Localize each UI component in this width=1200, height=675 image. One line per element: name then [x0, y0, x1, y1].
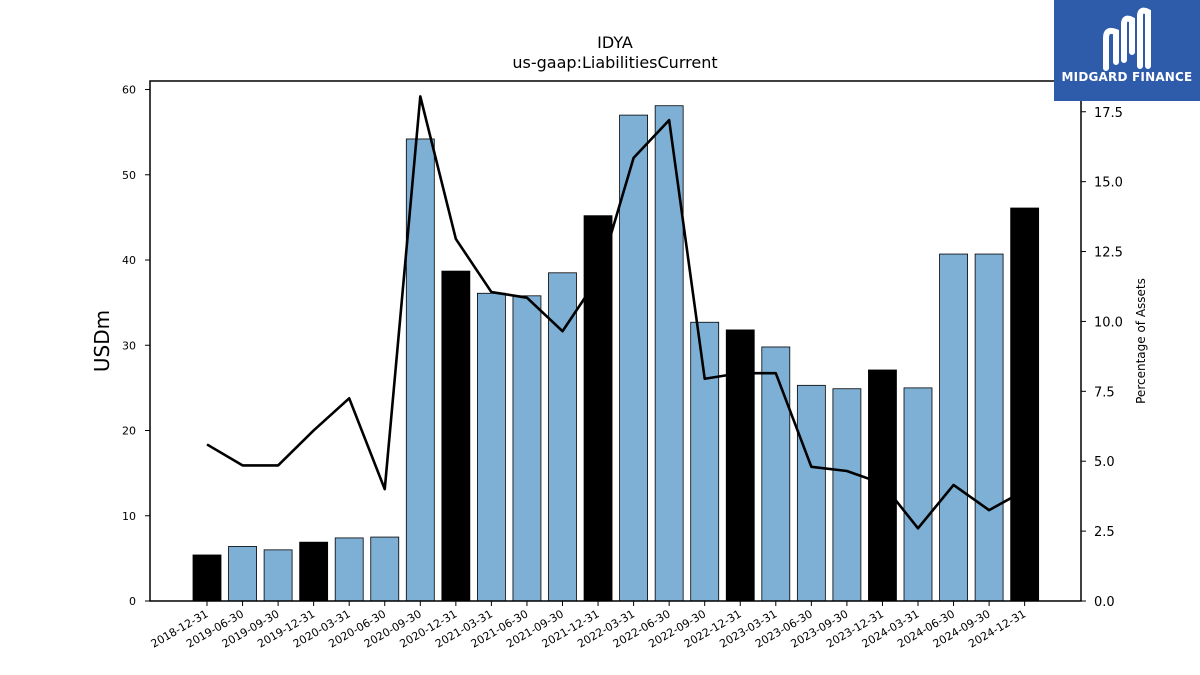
- y-tick-label: 0: [129, 595, 136, 608]
- y2-tick-label: 12.5: [1094, 246, 1123, 261]
- bar-2022-12-31: [725, 329, 755, 602]
- bar-2024-12-31: [1010, 207, 1040, 602]
- bar-2019-06-30: [228, 546, 257, 602]
- y2-tick-label: 0.0: [1094, 595, 1115, 610]
- bar-2024-03-31: [903, 387, 933, 602]
- midgard-logo-icon: [1103, 7, 1151, 71]
- plot-frame: [149, 80, 1082, 602]
- y-tick-label: 40: [122, 254, 136, 267]
- bar-2022-06-30: [654, 105, 684, 602]
- bar-2021-12-31: [583, 215, 613, 602]
- bar-2020-03-31: [334, 537, 364, 602]
- bar-2022-03-31: [619, 114, 648, 602]
- y2-axis-label: Percentage of Assets: [1134, 278, 1148, 404]
- y-tick-label: 20: [122, 425, 136, 438]
- bar-2023-03-31: [761, 346, 791, 602]
- y-axis-left: 0 10 20 30 40 50 60: [122, 84, 150, 608]
- bar-2024-06-30: [939, 253, 968, 602]
- y-tick-label: 50: [122, 169, 136, 182]
- y2-tick-label: 7.5: [1094, 385, 1115, 400]
- chart-title: IDYA: [597, 33, 633, 52]
- brand-logo: MIDGARD FINANCE: [1054, 0, 1200, 101]
- y2-tick-label: 2.5: [1094, 525, 1115, 540]
- bar-2021-09-30: [548, 272, 577, 602]
- chart-subtitle: us-gaap:LiabilitiesCurrent: [512, 53, 717, 72]
- y-tick-label: 30: [122, 339, 136, 352]
- bar-2023-06-30: [796, 384, 826, 602]
- y-tick-label: 10: [122, 510, 136, 523]
- y2-tick-label: 15.0: [1094, 176, 1123, 191]
- bar-2021-06-30: [512, 295, 542, 602]
- bar-2020-09-30: [405, 138, 435, 602]
- y-tick-label: 60: [122, 84, 136, 97]
- y2-tick-label: 10.0: [1094, 315, 1123, 330]
- logo-text: MIDGARD FINANCE: [1061, 70, 1193, 84]
- x-axis: 2018-12-312019-06-302019-09-302019-12-31…: [149, 601, 1028, 651]
- bar-2021-03-31: [476, 292, 506, 602]
- bar-2020-06-30: [370, 536, 400, 602]
- bar-2018-12-31: [192, 554, 222, 602]
- percentage-line: [206, 95, 1026, 530]
- bar-2019-12-31: [299, 541, 329, 602]
- bar-2022-09-30: [690, 321, 720, 602]
- y-axis-right: 0.0 2.5 5.0 7.5 10.0 12.5 15.0 17.5: [1081, 106, 1123, 610]
- y-axis-label: USDm: [90, 310, 114, 372]
- bar-2023-09-30: [832, 388, 862, 602]
- bar-2024-09-30: [974, 253, 1004, 602]
- bars-group: [192, 105, 1040, 602]
- y2-tick-label: 17.5: [1094, 106, 1123, 121]
- bar-2019-09-30: [263, 549, 293, 602]
- y2-tick-label: 5.0: [1094, 455, 1115, 470]
- bar-2020-12-31: [441, 270, 471, 602]
